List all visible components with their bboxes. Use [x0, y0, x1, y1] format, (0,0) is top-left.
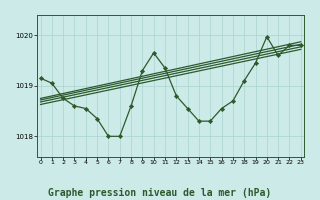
- Text: Graphe pression niveau de la mer (hPa): Graphe pression niveau de la mer (hPa): [48, 188, 272, 198]
